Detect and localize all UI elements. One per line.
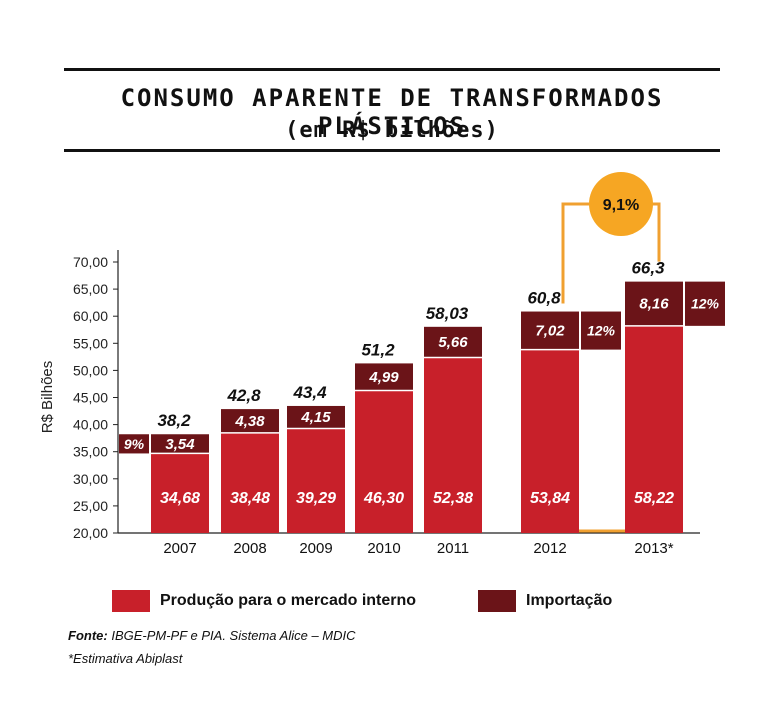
- production-value-label: 58,22: [634, 490, 674, 507]
- y-tick-label: 60,00: [73, 308, 108, 324]
- total-value-label: 66,3: [631, 259, 665, 278]
- import-value-label: 4,15: [300, 409, 331, 426]
- import-share-label: 9%: [124, 436, 145, 452]
- total-value-label: 60,8: [527, 289, 561, 308]
- legend-production: Produção para o mercado interno: [112, 590, 416, 612]
- bar-imports-0: [151, 434, 209, 454]
- bar-production-4: [424, 357, 482, 533]
- x-tick-label: 2009: [299, 540, 332, 557]
- import-value-label: 5,66: [438, 334, 468, 351]
- y-tick-label: 25,00: [73, 498, 108, 514]
- production-value-label: 53,84: [530, 490, 570, 507]
- total-value-label: 38,2: [157, 411, 191, 430]
- y-tick-label: 55,00: [73, 335, 108, 351]
- growth-badge: [589, 172, 653, 236]
- legend-imports-swatch: [478, 590, 516, 612]
- y-tick-label: 70,00: [73, 254, 108, 270]
- bar-production-0: [151, 453, 209, 533]
- y-tick-label: 35,00: [73, 444, 108, 460]
- chart-title: CONSUMO APARENTE DE TRANSFORMADOS PLÁSTI…: [120, 84, 664, 140]
- total-value-label: 58,03: [426, 304, 469, 323]
- x-tick-label: 2008: [233, 540, 266, 557]
- growth-badge-label: 9,1%: [603, 197, 639, 214]
- total-value-label: 42,8: [226, 386, 261, 405]
- y-tick-label: 30,00: [73, 471, 108, 487]
- bar-imports-4: [424, 326, 482, 358]
- bar-imports-2: [287, 405, 345, 429]
- bar-production-3: [355, 390, 413, 533]
- y-tick-label: 50,00: [73, 362, 108, 378]
- bar-imports-6: [625, 281, 683, 326]
- total-value-label: 51,2: [361, 340, 395, 359]
- bar-production-2: [287, 428, 345, 533]
- x-tick-label: 2011: [437, 540, 469, 557]
- chart-subtitle: (em R$ bilhões): [285, 118, 499, 143]
- source-text: IBGE-PM-PF e PIA. Sistema Alice – MDIC: [107, 628, 356, 643]
- x-tick-label: 2012: [533, 540, 566, 557]
- import-share-label: 12%: [587, 323, 616, 339]
- bar-imports-5: [521, 311, 579, 350]
- legend-production-label: Produção para o mercado interno: [160, 592, 417, 609]
- x-tick-label: 2007: [163, 540, 196, 557]
- y-tick-label: 45,00: [73, 390, 108, 406]
- bar-imports-1: [221, 409, 279, 433]
- bar-production-5: [521, 349, 579, 533]
- y-tick-label: 40,00: [73, 417, 108, 433]
- production-value-label: 38,48: [230, 490, 270, 507]
- y-tick-label: 20,00: [73, 525, 108, 541]
- production-value-label: 52,38: [433, 490, 473, 507]
- production-value-label: 39,29: [296, 490, 336, 507]
- production-value-label: 34,68: [160, 490, 200, 507]
- import-value-label: 8,16: [639, 296, 669, 313]
- import-value-label: 4,99: [368, 369, 399, 386]
- import-value-label: 4,38: [234, 413, 265, 430]
- stacked-bar-chart: 20,00 25,00 30,00 35,00 40,00 45,00 50,00 55,00…: [39, 172, 725, 557]
- import-value-label: 7,02: [535, 323, 565, 340]
- source-label: Fonte:: [68, 628, 108, 643]
- x-tick-label: 2013*: [634, 540, 673, 557]
- bar-production-1: [221, 432, 279, 533]
- legend-imports: Importação: [478, 590, 612, 612]
- legend-production-swatch: [112, 590, 150, 612]
- import-share-label: 12%: [691, 296, 720, 312]
- import-share-box: [581, 311, 621, 350]
- import-share-box: [685, 281, 725, 326]
- estimate-note: *Estimativa Abiplast: [68, 651, 183, 666]
- import-value-label: 3,54: [165, 436, 195, 453]
- total-value-label: 43,4: [292, 383, 327, 402]
- x-tick-label: 2010: [367, 540, 400, 557]
- y-axis-title: R$ Bilhões: [39, 361, 56, 434]
- y-tick-label: 65,00: [73, 281, 108, 297]
- title-top-rule: [64, 68, 720, 71]
- title-bottom-rule: [64, 149, 720, 152]
- bar-imports-3: [355, 363, 413, 391]
- source-line: Fonte: IBGE-PM-PF e PIA. Sistema Alice –…: [68, 628, 356, 643]
- legend-imports-label: Importação: [526, 592, 613, 609]
- import-share-box: [119, 434, 149, 454]
- bar-production-6: [625, 325, 683, 533]
- production-value-label: 46,30: [363, 490, 404, 507]
